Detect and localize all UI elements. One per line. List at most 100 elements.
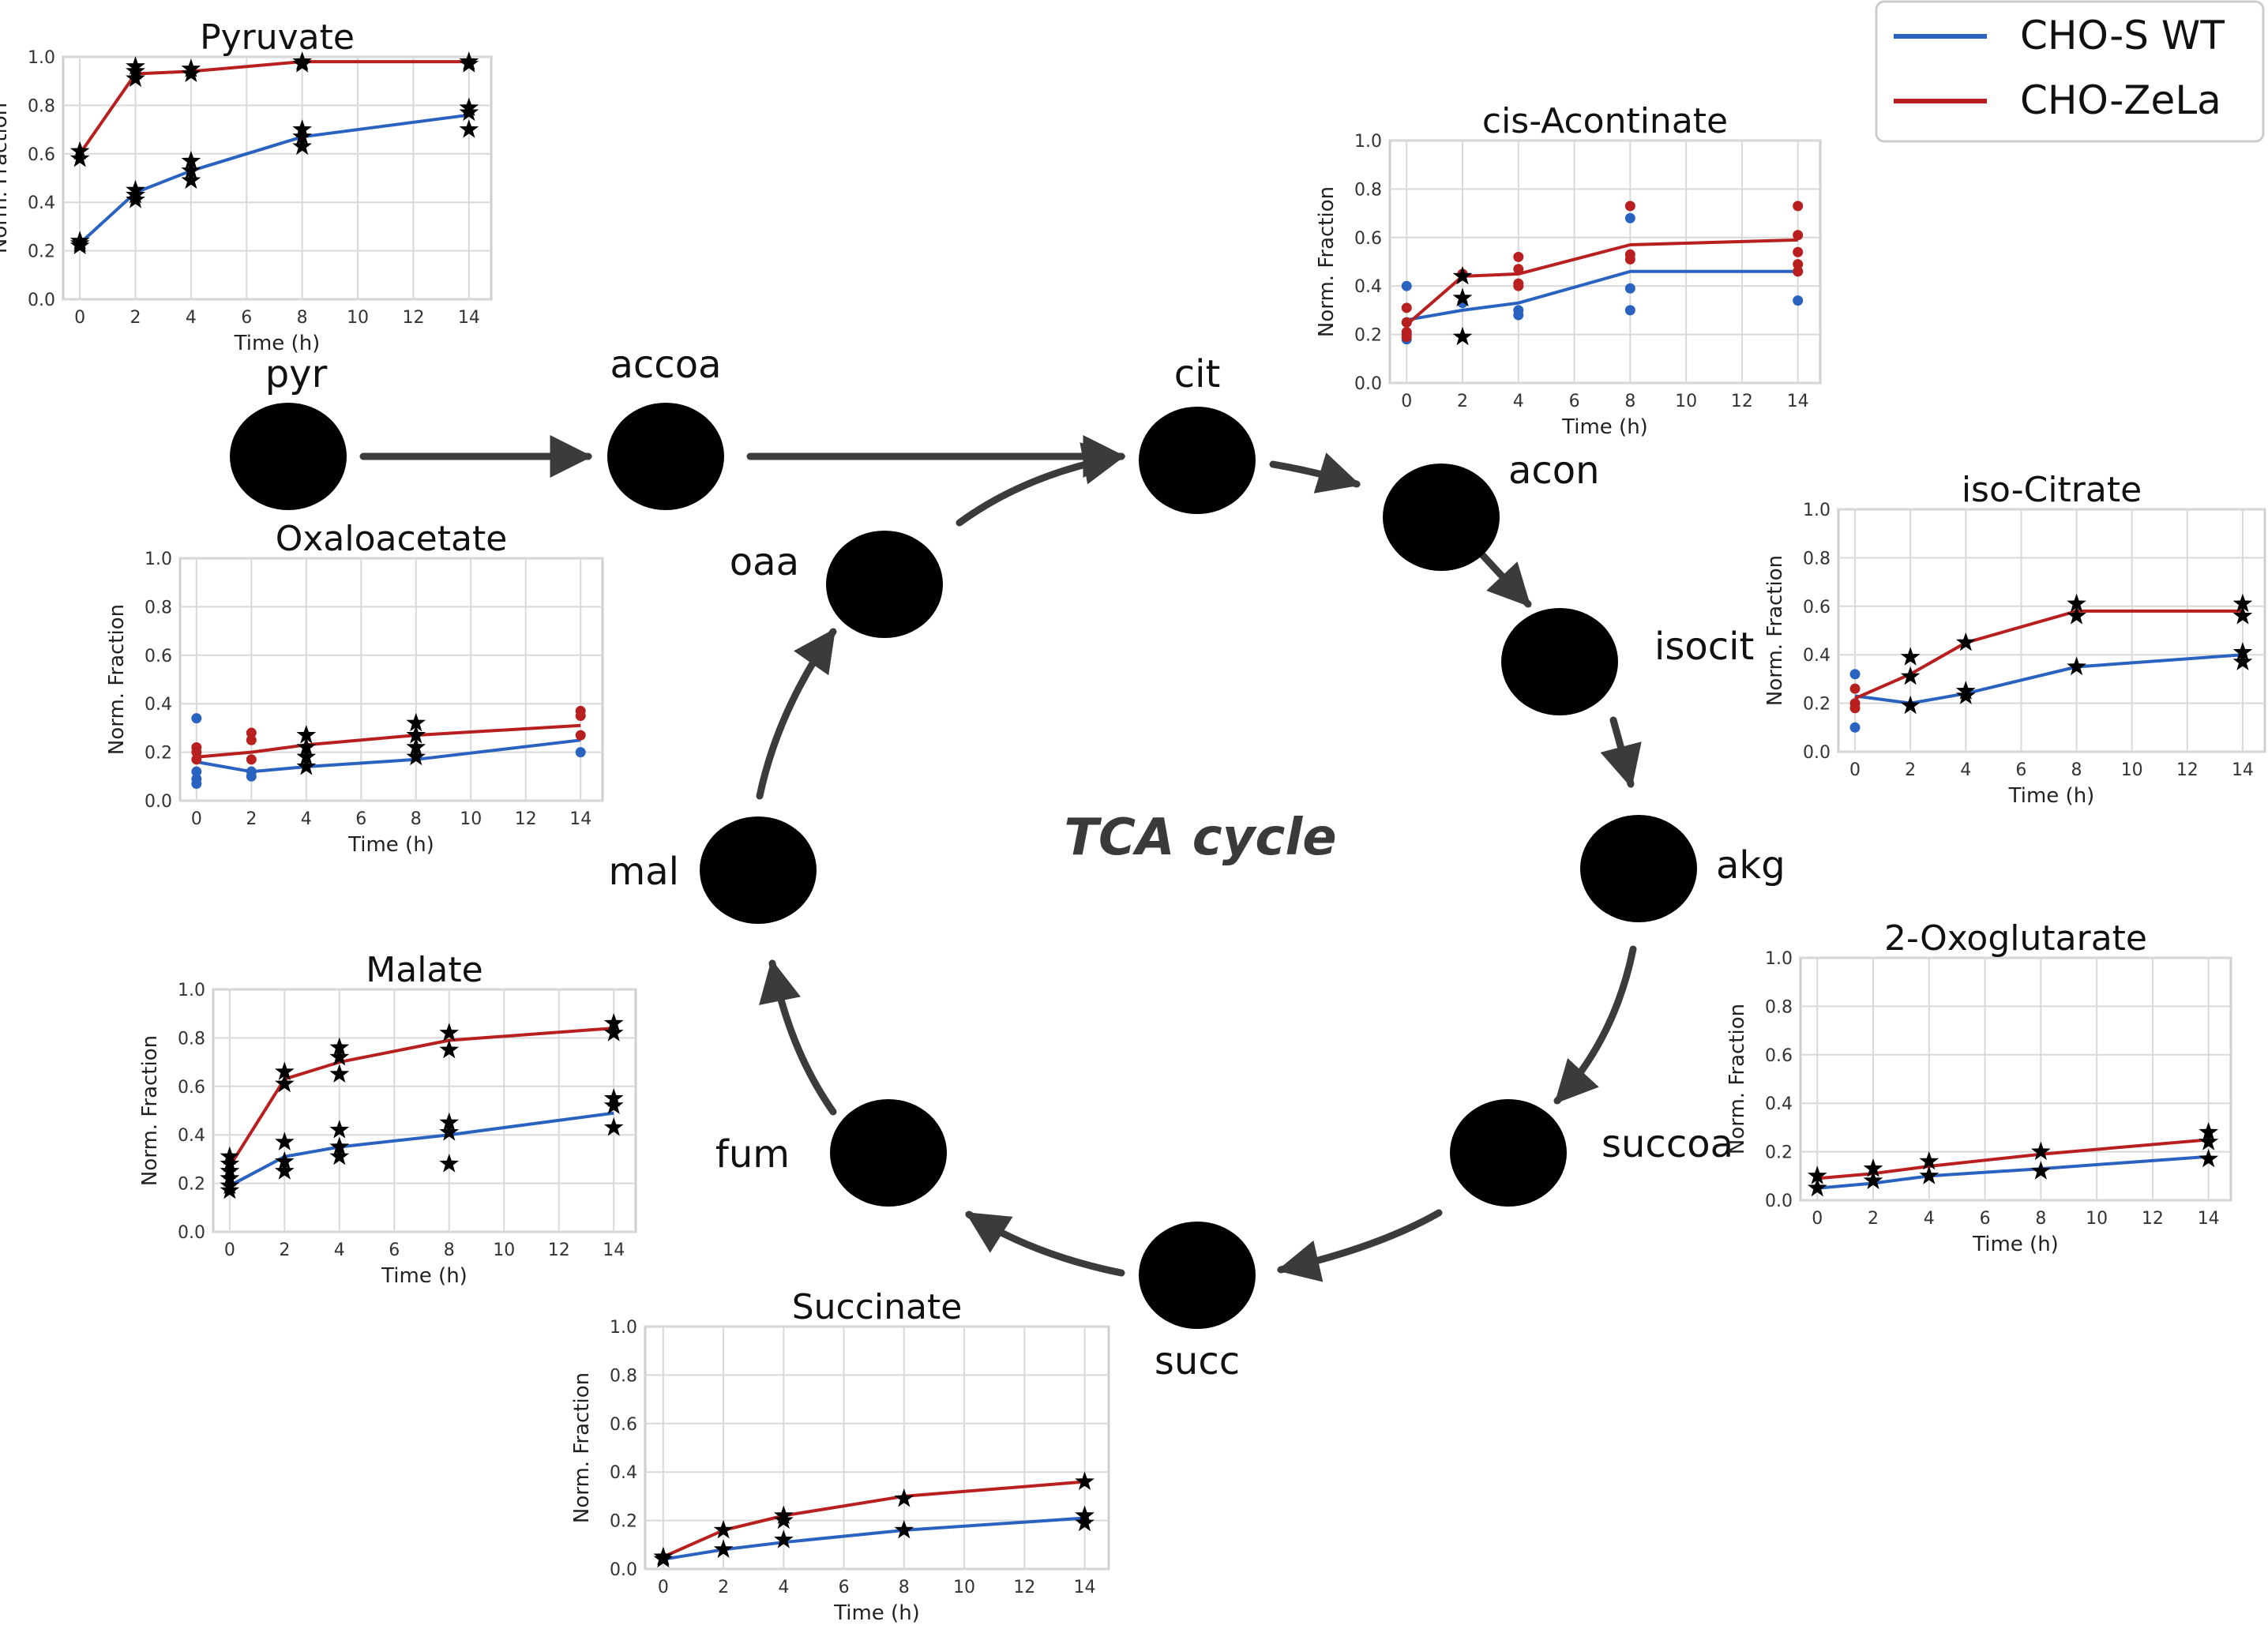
data-point-star bbox=[1075, 1512, 1095, 1532]
data-point-dot bbox=[191, 779, 202, 790]
x-tick-label: 4 bbox=[1924, 1209, 1935, 1229]
data-point-star bbox=[603, 1095, 624, 1114]
x-tick-label: 10 bbox=[953, 1578, 975, 1597]
x-tick-label: 14 bbox=[1074, 1578, 1096, 1597]
y-axis-label: Norm. Fraction bbox=[0, 103, 12, 253]
x-axis-label: Time (h) bbox=[1561, 415, 1648, 439]
data-point-star bbox=[2199, 1148, 2219, 1168]
y-tick-label: 0.8 bbox=[145, 598, 172, 617]
data-point-star bbox=[292, 51, 312, 70]
x-tick-label: 4 bbox=[1960, 760, 1971, 780]
chart-title: Malate bbox=[366, 950, 483, 990]
node-label-acon: acon bbox=[1508, 449, 1600, 493]
node-pyr bbox=[230, 403, 347, 510]
x-tick-label: 10 bbox=[460, 809, 482, 829]
edge-fum-to-mal bbox=[759, 959, 837, 1116]
x-tick-label: 6 bbox=[355, 809, 366, 829]
y-tick-label: 0.8 bbox=[28, 96, 55, 116]
chart-title: 2-Oxoglutarate bbox=[1884, 918, 2147, 959]
y-tick-label: 0.2 bbox=[28, 242, 55, 262]
data-point-star bbox=[2199, 1132, 2219, 1150]
x-tick-label: 6 bbox=[2015, 760, 2026, 780]
data-point-star bbox=[459, 51, 479, 70]
data-point-star bbox=[2067, 606, 2086, 625]
y-axis-label: Norm. Fraction bbox=[138, 1035, 162, 1186]
data-point-star bbox=[653, 1548, 674, 1568]
y-tick-label: 0.6 bbox=[178, 1078, 205, 1098]
y-tick-label: 0.4 bbox=[1354, 277, 1382, 297]
data-point-dot bbox=[1624, 305, 1635, 316]
y-tick-label: 0.6 bbox=[610, 1415, 637, 1435]
plot-frame bbox=[212, 988, 637, 1233]
data-point-dot bbox=[1793, 230, 1804, 241]
data-point-star bbox=[1075, 1471, 1095, 1490]
data-point-star bbox=[296, 725, 317, 744]
y-tick-label: 0.2 bbox=[145, 744, 172, 764]
data-point-star bbox=[1807, 1165, 1827, 1184]
x-tick-label: 6 bbox=[1569, 392, 1580, 411]
data-point-star bbox=[126, 56, 145, 75]
chart-3: 0 2 4 6 8 10 12 14 0.0 0.2 0.4 0.6 0.8 1.0 iso-Citrate… bbox=[1763, 470, 2266, 808]
data-point-star bbox=[126, 179, 145, 199]
y-tick-label: 0.2 bbox=[1803, 695, 1831, 715]
y-tick-label: 1.0 bbox=[1765, 949, 1793, 969]
node-succoa bbox=[1450, 1099, 1567, 1207]
edge-akg-to-succoa bbox=[1553, 945, 1637, 1105]
node-label-akg: akg bbox=[1716, 843, 1785, 888]
node-akg bbox=[1580, 815, 1697, 922]
pathway-nodes: pyr accoa cit acon isocit akg succoa succ fum mal… bbox=[230, 343, 1785, 1383]
data-point-star bbox=[2199, 1122, 2219, 1141]
y-tick-label: 0.8 bbox=[178, 1029, 205, 1049]
x-tick-label: 12 bbox=[2176, 760, 2199, 780]
data-point-dot bbox=[1513, 251, 1524, 262]
data-point-star bbox=[439, 1039, 460, 1059]
x-axis-label: Time (h) bbox=[381, 1264, 467, 1288]
center-label: TCA cycle bbox=[1064, 809, 1336, 867]
data-point-dot bbox=[1513, 264, 1524, 275]
chart-4: 0 2 4 6 8 10 12 14 0.0 0.2 0.4 0.6 0.8 1.0 Oxaloacetat… bbox=[105, 519, 604, 857]
data-point-dot bbox=[246, 727, 257, 738]
x-tick-label: 4 bbox=[301, 809, 312, 829]
plot-frame bbox=[62, 55, 493, 301]
legend-label-wt: CHO-S WT bbox=[2020, 13, 2225, 58]
y-tick-label: 0.0 bbox=[1354, 374, 1382, 394]
data-point-star bbox=[459, 97, 479, 116]
x-tick-label: 6 bbox=[389, 1241, 400, 1260]
edge-succ-to-fum bbox=[965, 1210, 1125, 1277]
data-point-dot bbox=[1849, 683, 1861, 694]
node-mal bbox=[700, 816, 817, 924]
x-tick-label: 4 bbox=[334, 1241, 345, 1260]
data-point-star bbox=[1955, 685, 1976, 704]
chart-title: iso-Citrate bbox=[1962, 470, 2142, 510]
data-point-star bbox=[406, 746, 426, 766]
data-point-star bbox=[603, 1023, 624, 1042]
y-tick-label: 0.0 bbox=[1803, 743, 1831, 763]
data-point-star bbox=[1452, 265, 1473, 285]
node-label-succoa: succoa bbox=[1601, 1122, 1733, 1166]
y-tick-label: 0.0 bbox=[610, 1560, 637, 1580]
node-label-succ: succ bbox=[1155, 1339, 1240, 1383]
y-tick-label: 1.0 bbox=[28, 48, 55, 68]
y-tick-label: 0.6 bbox=[28, 145, 55, 165]
data-point-star bbox=[329, 1146, 350, 1165]
x-tick-label: 0 bbox=[191, 809, 202, 829]
data-point-star bbox=[181, 170, 201, 190]
plot-frame bbox=[1837, 508, 2266, 753]
data-point-dot bbox=[246, 771, 257, 782]
y-tick-label: 0.6 bbox=[145, 647, 172, 666]
x-tick-label: 2 bbox=[718, 1578, 729, 1597]
x-axis-label: Time (h) bbox=[1972, 1233, 2059, 1256]
data-point-star bbox=[439, 1112, 460, 1132]
data-point-star bbox=[1955, 632, 1976, 651]
x-tick-label: 8 bbox=[297, 308, 308, 328]
node-acon bbox=[1383, 464, 1500, 571]
data-point-dot bbox=[1624, 253, 1635, 265]
x-tick-label: 4 bbox=[186, 308, 197, 328]
edge-oaa-to-cit bbox=[956, 442, 1126, 527]
data-point-dot bbox=[1401, 280, 1412, 291]
data-point-dot bbox=[575, 747, 586, 758]
data-point-star bbox=[329, 1064, 350, 1083]
node-label-pyr: pyr bbox=[265, 352, 328, 396]
x-axis-label: Time (h) bbox=[2008, 784, 2095, 808]
x-tick-label: 8 bbox=[444, 1241, 455, 1260]
